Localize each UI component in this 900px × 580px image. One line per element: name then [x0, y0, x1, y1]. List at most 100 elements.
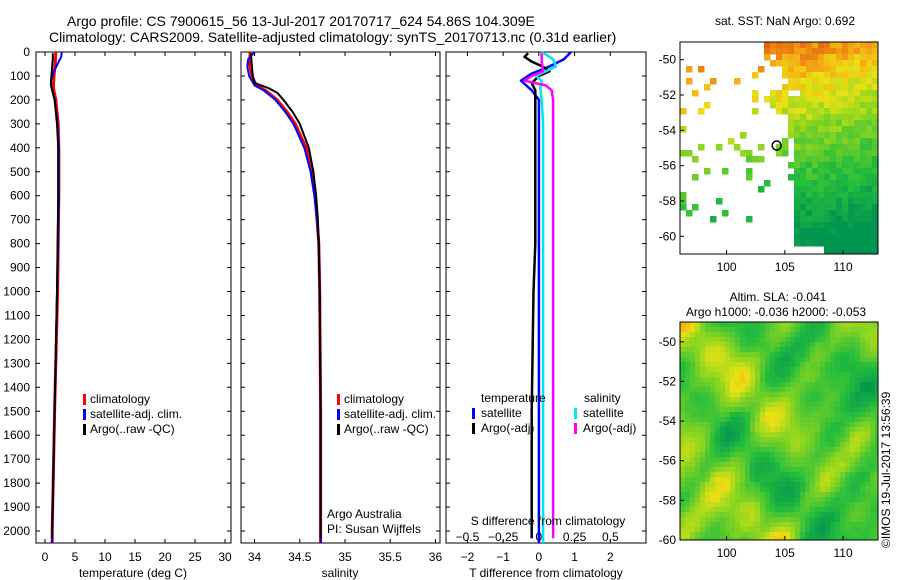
sla-cell	[865, 427, 871, 433]
sst-cell	[764, 48, 771, 55]
difference-s-tick-label: 0.5	[602, 530, 619, 544]
sla-cell	[680, 447, 686, 453]
sla-cell	[695, 472, 701, 478]
sla-cell	[790, 452, 796, 458]
sla-cell	[765, 352, 771, 358]
sla-cell	[735, 337, 741, 343]
sla-cell	[855, 532, 861, 538]
sst-cell	[860, 192, 867, 199]
sla-cell	[870, 407, 876, 413]
sst-cell	[812, 48, 819, 55]
sst-cell	[812, 120, 819, 127]
sla-cell	[765, 412, 771, 418]
sla-cell	[840, 392, 846, 398]
sla-cell	[755, 462, 761, 468]
sla-cell	[790, 537, 796, 540]
sla-cell	[715, 512, 721, 518]
sla-cell	[710, 447, 716, 453]
sla-cell	[700, 352, 706, 358]
sla-cell	[845, 507, 851, 513]
sla-cell	[770, 412, 776, 418]
sst-cell	[872, 114, 878, 121]
sst-cell	[818, 162, 825, 169]
sla-cell	[685, 532, 691, 538]
sla-cell	[770, 457, 776, 463]
sst-cell	[806, 120, 813, 127]
sla-cell	[850, 362, 856, 368]
sla-cell	[865, 432, 871, 438]
sla-cell	[770, 432, 776, 438]
sla-cell	[840, 472, 846, 478]
sla-cell	[715, 507, 721, 513]
depth-tick-label: 1800	[3, 476, 30, 490]
sla-cell	[800, 337, 806, 343]
sla-cell	[810, 507, 816, 513]
sla-cell	[710, 522, 716, 528]
depth-tick-label: 500	[10, 165, 30, 179]
sla-cell	[705, 537, 711, 540]
sla-cell	[775, 447, 781, 453]
sla-cell	[725, 447, 731, 453]
sla-cell	[770, 507, 776, 513]
sla-cell	[735, 427, 741, 433]
sla-cell	[815, 427, 821, 433]
sst-cell	[818, 156, 825, 163]
sla-cell	[780, 437, 786, 443]
sla-cell	[735, 322, 741, 328]
sla-cell	[780, 472, 786, 478]
sla-cell	[825, 422, 831, 428]
sla-cell	[835, 467, 841, 473]
sla-cell	[860, 477, 866, 483]
sst-cell	[848, 240, 855, 247]
sla-cell	[685, 327, 691, 333]
sla-cell	[720, 527, 726, 533]
sst-cell	[872, 138, 878, 145]
sla-cell	[865, 477, 871, 483]
sst-cell	[854, 168, 861, 175]
sst-cell	[806, 156, 813, 163]
sla-cell	[835, 537, 841, 540]
sla-cell	[840, 357, 846, 363]
sla-cell	[680, 537, 686, 540]
sst-cell	[812, 108, 819, 115]
sst-cell	[794, 174, 801, 181]
sla-cell	[690, 367, 696, 373]
sla-cell	[835, 367, 841, 373]
sla-cell	[860, 347, 866, 353]
sla-cell	[680, 342, 686, 348]
sla-cell	[750, 372, 756, 378]
sla-cell	[710, 417, 716, 423]
sla-cell	[790, 352, 796, 358]
sla-cell	[855, 407, 861, 413]
sla-cell	[875, 367, 878, 373]
sla-cell	[700, 507, 706, 513]
sla-cell	[735, 492, 741, 498]
sla-cell	[820, 457, 826, 463]
sla-cell	[845, 437, 851, 443]
sla-cell	[680, 522, 686, 528]
sla-cell	[855, 392, 861, 398]
sla-cell	[830, 342, 836, 348]
sla-cell	[730, 477, 736, 483]
sla-map-ytick-label: -50	[659, 335, 677, 349]
sla-cell	[775, 382, 781, 388]
sla-cell	[800, 432, 806, 438]
sla-cell	[790, 482, 796, 488]
sla-cell	[795, 482, 801, 488]
sla-cell	[850, 352, 856, 358]
difference-legend-label: Argo(-adj)	[583, 421, 636, 435]
sla-cell	[720, 447, 726, 453]
sst-cell	[752, 90, 759, 97]
sla-cell	[865, 522, 871, 528]
sst-cell	[872, 48, 878, 55]
sla-cell	[860, 522, 866, 528]
sla-cell	[845, 412, 851, 418]
depth-tick-label: 1700	[3, 452, 30, 466]
sst-cell	[848, 42, 855, 49]
sla-cell	[825, 382, 831, 388]
sst-cell	[872, 78, 878, 85]
sla-cell	[740, 337, 746, 343]
sla-cell	[805, 457, 811, 463]
sla-cell	[785, 347, 791, 353]
sla-cell	[830, 377, 836, 383]
